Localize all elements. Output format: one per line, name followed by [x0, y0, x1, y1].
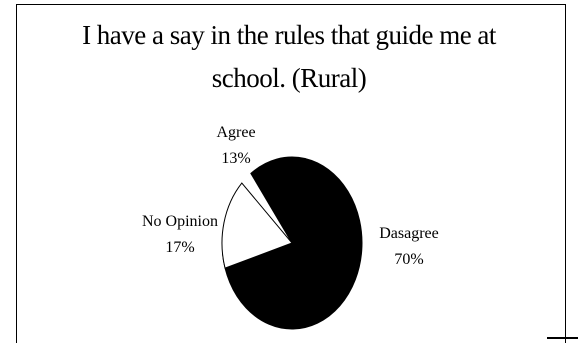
slice-value-dasagree: 70%: [394, 251, 423, 268]
chart-title-line-1: I have a say in the rules that guide me …: [82, 20, 496, 50]
chart-title-line-2: school. (Rural): [211, 63, 367, 93]
slice-label-no-opinion: No Opinion: [142, 213, 218, 230]
pie-slice-agree: [250, 156, 306, 245]
slice-value-agree: 13%: [221, 150, 250, 167]
slice-label-agree: Agree: [216, 124, 255, 141]
frame-edge-mark: [547, 337, 578, 339]
pie-slice-no-opinion: [221, 182, 293, 269]
slice-label-dasagree: Dasagree: [379, 225, 439, 242]
slice-value-no-opinion: 17%: [165, 239, 194, 256]
pie-slice-dasagree: [221, 157, 363, 330]
